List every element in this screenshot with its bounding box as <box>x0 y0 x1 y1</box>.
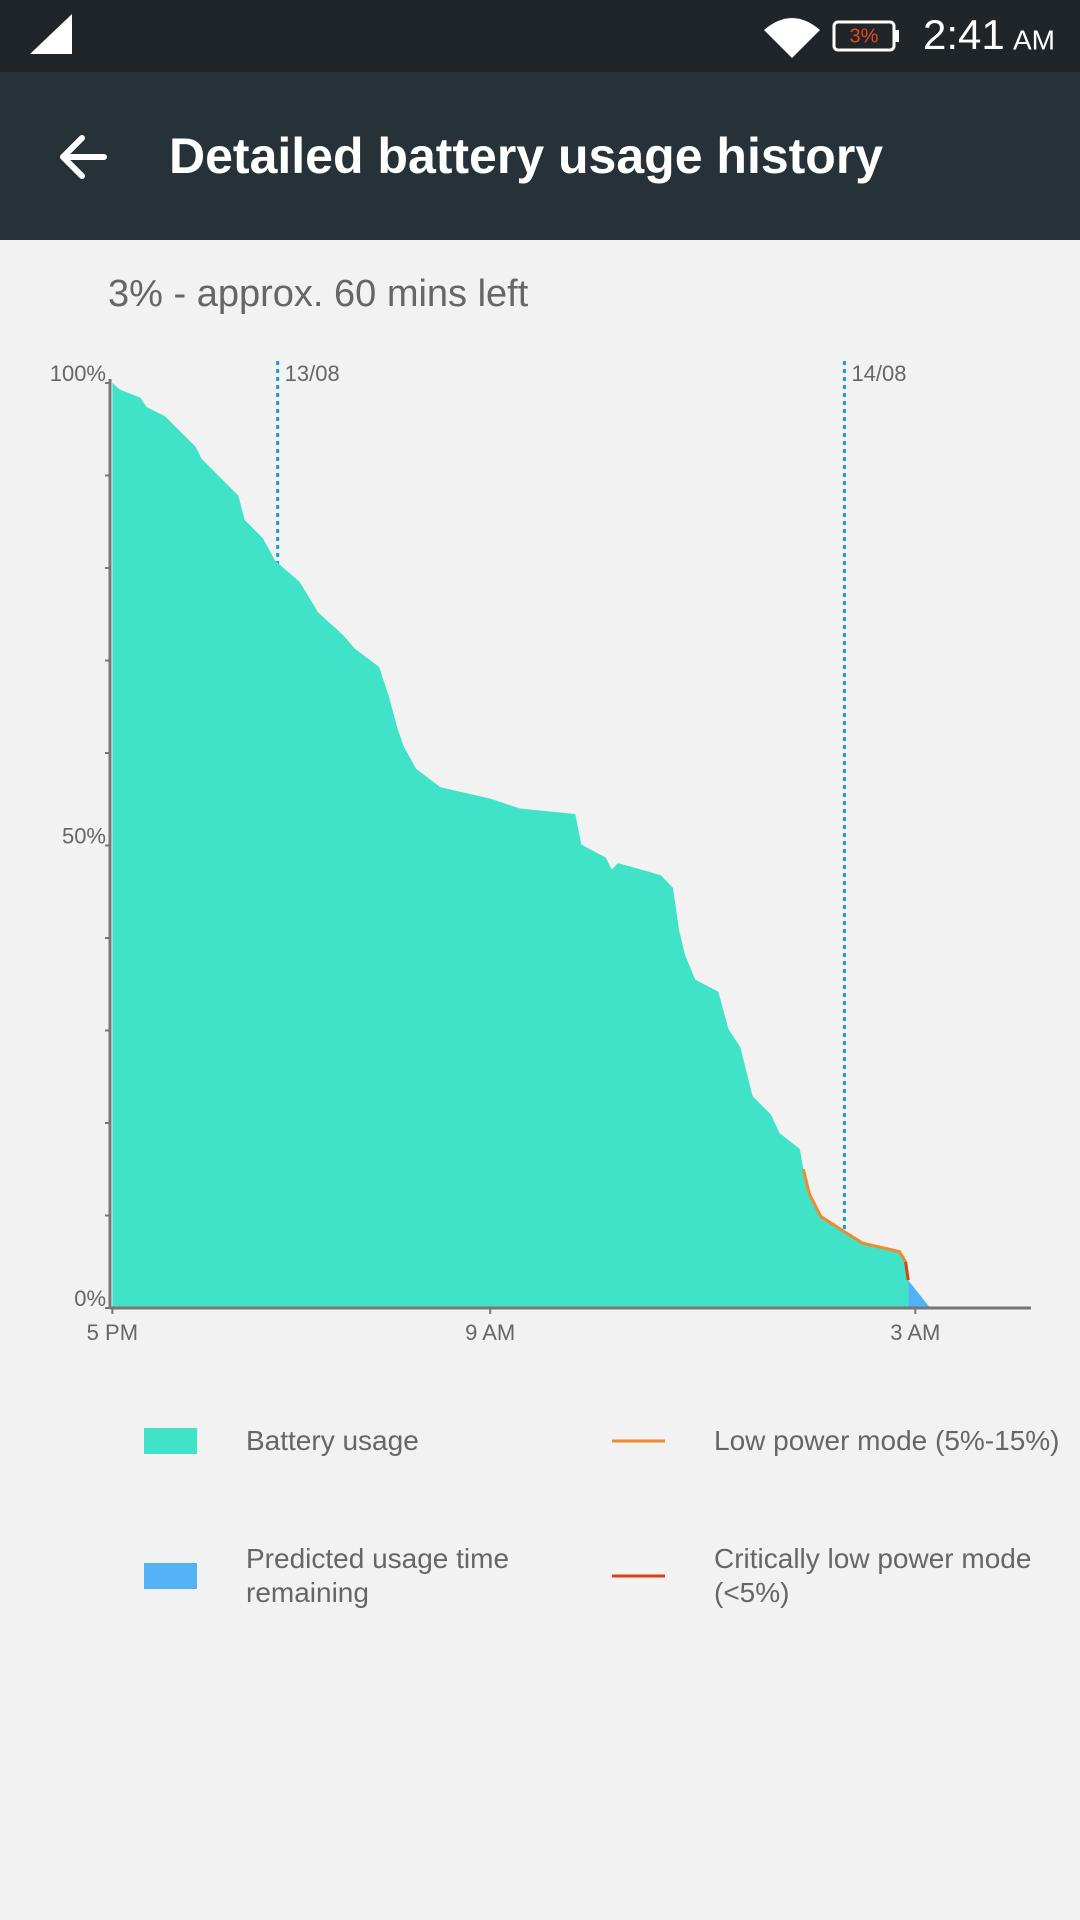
x-tick-label: 9 AM <box>465 1320 515 1345</box>
y-tick-label: 0% <box>74 1286 106 1311</box>
line <box>904 1261 910 1281</box>
area <box>112 383 909 1308</box>
y-tick-label: 50% <box>62 823 106 848</box>
area <box>908 1280 931 1308</box>
line <box>801 1168 907 1263</box>
date-label: 14/08 <box>851 361 906 386</box>
legend-swatch <box>612 1574 665 1578</box>
y-tick-label: 100% <box>50 361 106 386</box>
app-bar <box>0 72 1080 240</box>
legend-label: Predicted usage time remaining <box>246 1543 510 1608</box>
app-title: Detailed battery usage history <box>169 128 883 184</box>
back-arrow[interactable] <box>60 135 107 179</box>
legend-item: Predicted usage time remaining <box>144 1541 546 1611</box>
battery-level: 3% <box>850 25 879 47</box>
battery-summary: 3% - approx. 60 mins left <box>108 273 529 315</box>
legend-item: Critically low power mode (<5%) <box>612 1541 1076 1611</box>
signal-icon <box>30 14 72 54</box>
status-bar <box>0 0 1080 72</box>
legend-label: Battery usage <box>246 1425 419 1456</box>
back-button[interactable] <box>60 135 107 179</box>
x-tick-label: 5 PM <box>87 1320 138 1345</box>
legend-item: Low power mode (5%-15%) <box>612 1406 1076 1476</box>
wifi-icon <box>764 18 820 58</box>
legend-swatch <box>144 1428 197 1454</box>
legend-rect <box>144 1563 197 1589</box>
x-tick-label: 3 AM <box>890 1320 940 1345</box>
legend-label: Low power mode (5%-15%) <box>714 1425 1060 1456</box>
legend-swatch <box>144 1563 197 1589</box>
clock-meridiem: AM <box>1013 24 1055 55</box>
clock-time: 2:41 <box>923 11 1005 58</box>
legend-rect <box>144 1428 197 1454</box>
legend-item: Battery usage <box>144 1406 546 1476</box>
legend-swatch <box>612 1439 665 1443</box>
date-label: 13/08 <box>285 361 340 386</box>
battery-tip <box>894 30 899 42</box>
legend-label: Critically low power mode (<5%) <box>714 1543 1032 1608</box>
